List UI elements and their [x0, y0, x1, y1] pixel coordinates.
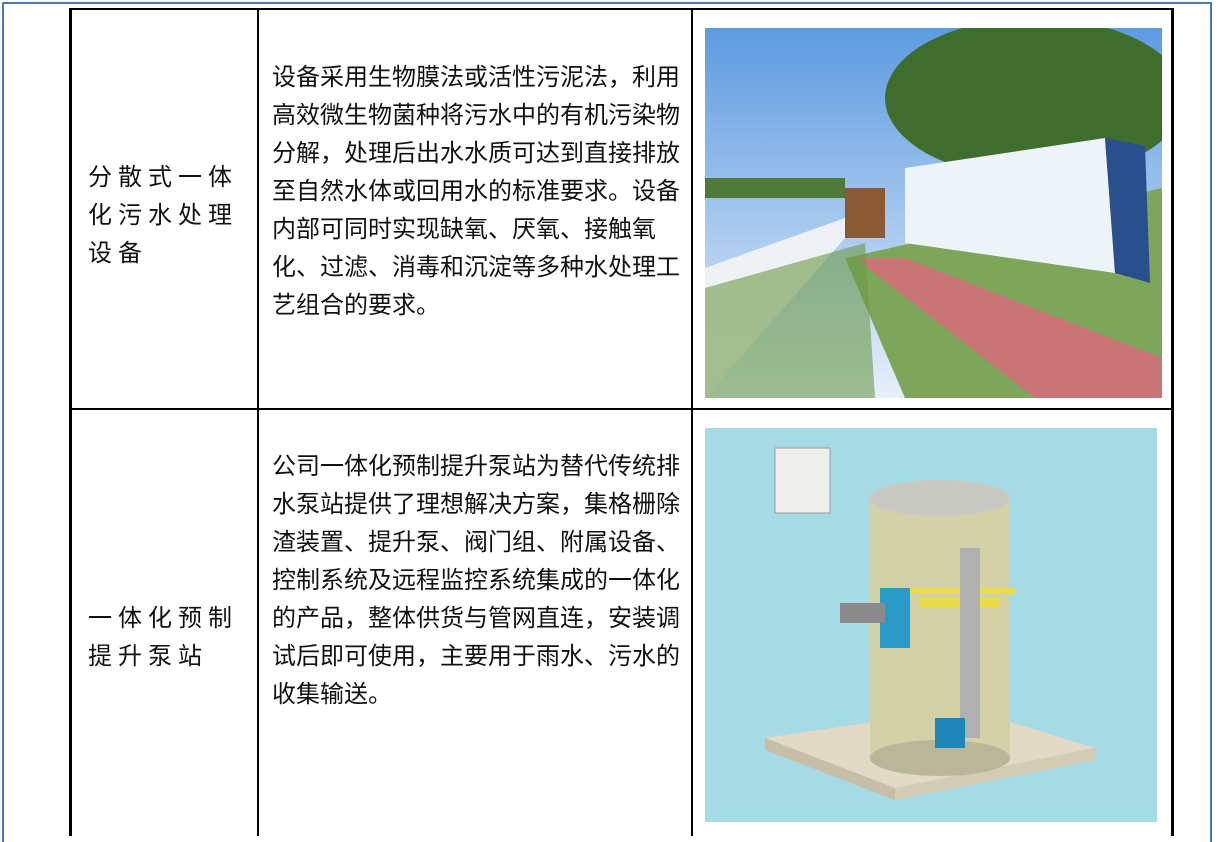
pump-station-render — [705, 428, 1157, 822]
equipment-photo — [705, 28, 1162, 398]
table-border — [257, 8, 259, 836]
row-description: 设备采用生物膜法或活性污泥法，利用高效微生物菌种将污水中的有机污染物分解，处理后… — [272, 63, 680, 319]
table-border — [70, 8, 1174, 10]
table-border — [691, 8, 693, 836]
table-border — [69, 8, 72, 836]
row-description: 公司一体化预制提升泵站为替代传统排水泵站提供了理想解决方案，集格栅除渣装置、提升… — [272, 452, 680, 708]
table-border — [1171, 8, 1174, 836]
table-border — [70, 408, 1174, 410]
row-name: 一体化预制提升泵站 — [88, 604, 238, 670]
row-name: 分散式一体化污水处理设备 — [88, 163, 238, 267]
